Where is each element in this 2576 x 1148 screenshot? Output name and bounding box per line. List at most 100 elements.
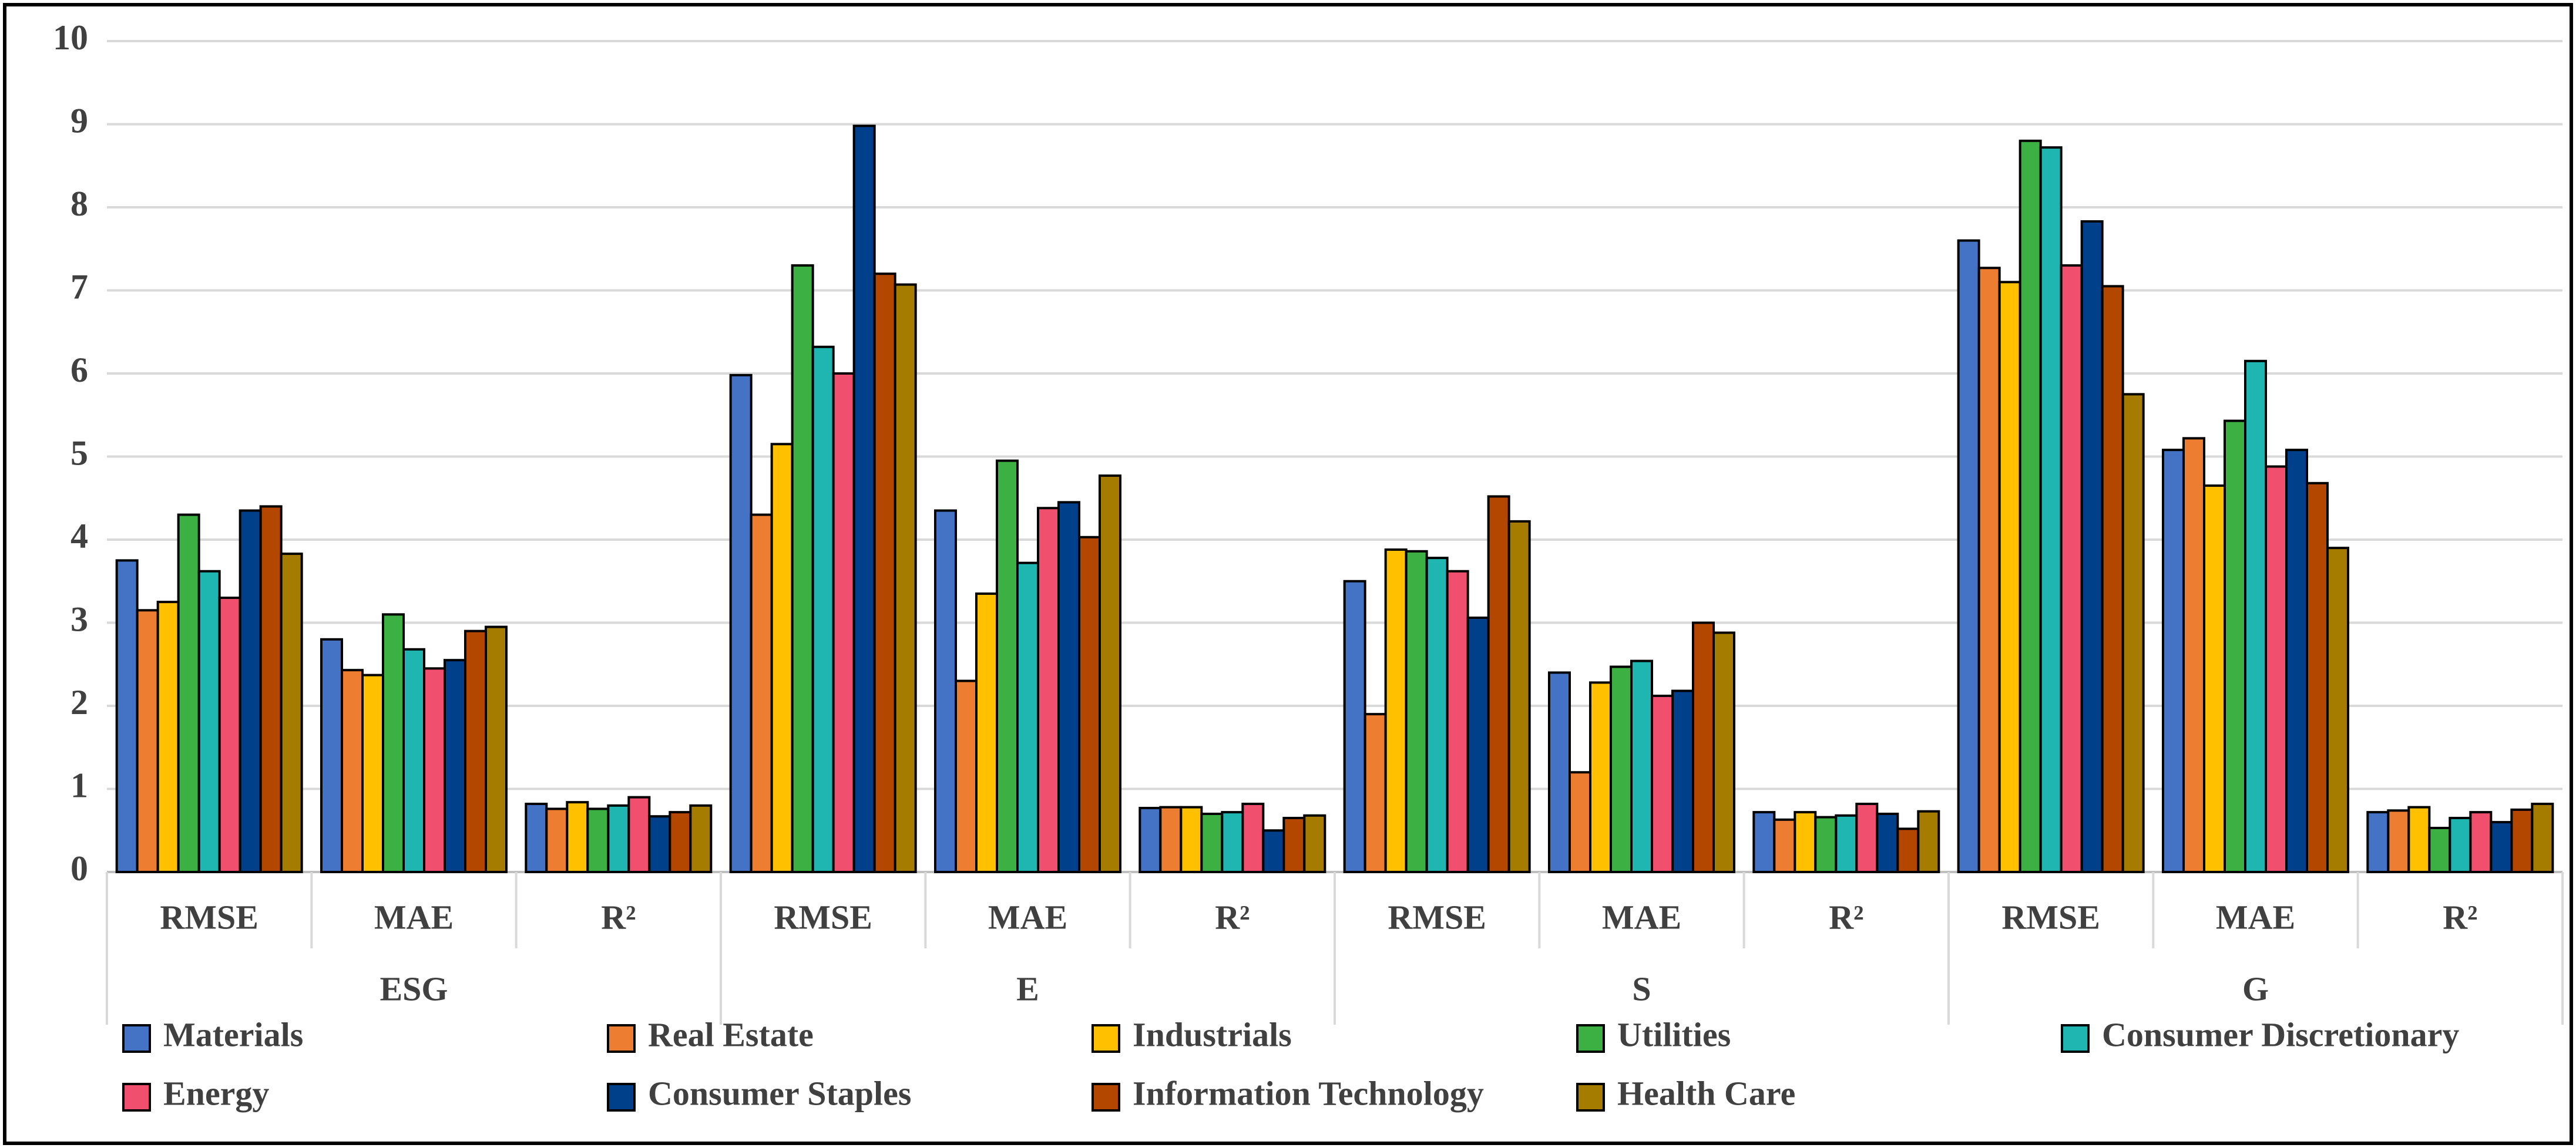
group-label: G [2242, 969, 2269, 1008]
legend-swatch [1091, 1024, 1120, 1053]
x-tick-label: RMSE [774, 898, 872, 936]
x-tick-label: RMSE [160, 898, 258, 936]
y-tick-label: 10 [53, 18, 88, 57]
bar [627, 796, 651, 874]
bar [1752, 811, 1776, 873]
y-tick-label: 6 [70, 351, 88, 389]
legend-label: Health Care [1617, 1074, 1795, 1112]
bar [2428, 827, 2451, 874]
bar [1487, 495, 1510, 873]
legend-swatch [607, 1024, 636, 1053]
bar [2449, 817, 2472, 874]
bar [1773, 818, 1796, 873]
bar [2182, 437, 2205, 873]
bar [1998, 281, 2021, 874]
bar [2265, 465, 2288, 873]
bar [770, 443, 794, 873]
bar [1425, 557, 1449, 873]
bar [2203, 484, 2226, 873]
y-tick-label: 2 [70, 683, 88, 722]
bar [873, 272, 896, 873]
x-tick-label: R² [1829, 898, 1863, 936]
bar [1630, 659, 1653, 873]
bar [2244, 359, 2267, 873]
y-tick-label: 5 [70, 433, 88, 472]
bar [975, 592, 998, 873]
bar [1589, 681, 1612, 873]
bar [689, 804, 713, 874]
bar [1896, 827, 1920, 874]
x-tick-label: MAE [2216, 898, 2295, 936]
bar [525, 802, 548, 873]
bar [1651, 695, 1674, 874]
bar [1814, 816, 1838, 873]
bar [2162, 449, 2185, 873]
bar [2407, 806, 2431, 874]
group-label: ESG [379, 969, 448, 1008]
bar [423, 667, 446, 873]
bar [2019, 139, 2042, 873]
bar [1671, 689, 1694, 874]
y-tick-label: 0 [70, 849, 88, 888]
bar [197, 570, 221, 873]
x-tick-label: MAE [374, 898, 454, 936]
bar [1405, 550, 1428, 873]
bar [1507, 520, 1531, 873]
bar [2121, 393, 2145, 873]
bar [2387, 809, 2410, 874]
bar [1037, 507, 1060, 873]
x-tick-label: MAE [988, 898, 1067, 936]
bar [1343, 580, 1366, 873]
x-tick-label: R² [601, 898, 636, 936]
bar [2224, 419, 2246, 873]
bar [156, 601, 180, 873]
bar [1917, 810, 1940, 873]
bar [1200, 812, 1224, 873]
bar [1712, 631, 1735, 873]
bar [648, 815, 671, 873]
bar [996, 459, 1019, 873]
bar [832, 372, 855, 873]
y-tick-label: 1 [70, 766, 88, 804]
bar [218, 597, 241, 873]
bar [464, 629, 487, 874]
legend-label: Energy [163, 1074, 269, 1112]
bar [1835, 814, 1858, 874]
legend-label: Information Technology [1133, 1074, 1484, 1112]
bar [1057, 501, 1080, 873]
bar [1180, 806, 1203, 874]
bar [2060, 264, 2083, 873]
bar [341, 669, 364, 874]
bar [320, 638, 343, 874]
bar [1569, 771, 1591, 873]
legend-swatch [1576, 1024, 1605, 1053]
bar [934, 509, 957, 873]
bar [1957, 239, 1980, 874]
bar [1099, 474, 1121, 873]
bar [1159, 806, 1183, 874]
x-tick-label: R² [1215, 898, 1250, 936]
bar [2285, 449, 2308, 873]
bar [2306, 482, 2329, 873]
bar [1794, 811, 1817, 873]
bar [1241, 802, 1265, 873]
x-tick-label: MAE [1602, 898, 1681, 936]
legend-label: Industrials [1133, 1015, 1292, 1053]
legend-swatch [122, 1083, 151, 1112]
bar [894, 283, 917, 874]
bar [1282, 817, 1306, 874]
legend-swatch [122, 1024, 151, 1053]
bar [2510, 808, 2534, 873]
legend-label: Materials [163, 1015, 303, 1053]
bar [1692, 621, 1715, 873]
bar [1384, 548, 1408, 873]
bar [750, 513, 773, 873]
bar [729, 373, 753, 873]
bar [811, 345, 835, 873]
bar [280, 553, 303, 873]
bar [485, 625, 508, 873]
y-tick-label: 3 [70, 600, 88, 638]
bar [1446, 570, 1469, 873]
group-label: E [1016, 969, 1039, 1008]
